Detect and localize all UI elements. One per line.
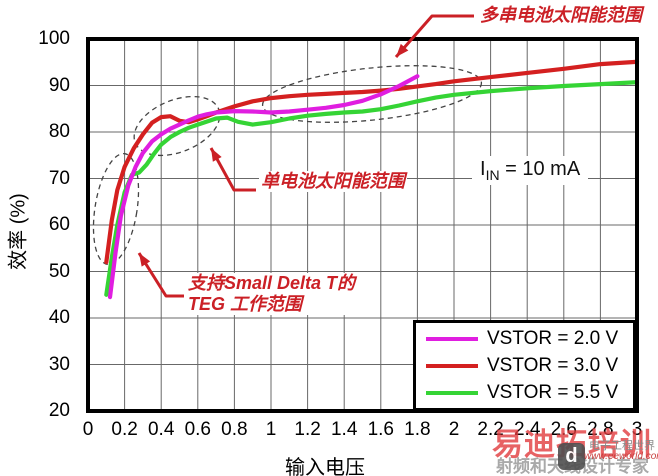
iin-symbol: I [480, 158, 486, 180]
legend-item: VSTOR = 5.5 V [416, 382, 633, 404]
y-tick-label: 30 [48, 353, 70, 375]
arrow-single-cell-head [211, 148, 222, 162]
annotation-single-cell-solar-range: 单电池太阳能范围 [259, 171, 407, 192]
x-tick-label: 0.6 [184, 419, 211, 440]
annotation-teg-operating-range: 支持Small Delta T的 TEG 工作范围 [186, 273, 358, 315]
legend-label: VSTOR = 3.0 V [487, 354, 619, 376]
y-tick-label: 60 [48, 214, 70, 235]
ellipse-single-cell-range [133, 95, 221, 157]
curve-2.0v [107, 74, 420, 300]
legend-item: VSTOR = 2.0 V [416, 328, 633, 350]
input-current-condition-label: IIN = 10 mA [472, 156, 589, 185]
x-tick-label: 3 [631, 419, 643, 440]
x-tick-label: 1.2 [294, 419, 321, 440]
x-tick-label: 1.6 [367, 419, 394, 440]
curve-5.5v [104, 80, 640, 297]
x-tick-label: 1.4 [330, 419, 358, 440]
y-tick-label: 40 [48, 307, 70, 328]
legend-item: VSTOR = 3.0 V [416, 355, 633, 377]
x-axis-title: 输入电压 [285, 457, 365, 476]
y-tick-label: 90 [48, 74, 70, 96]
legend-swatch [426, 336, 478, 341]
watermark-logo-text: 电子工程世界 [589, 440, 655, 452]
legend-label: VSTOR = 5.5 V [487, 381, 619, 403]
x-tick-label: 2.6 [550, 419, 577, 440]
arrow-single-cell-line [209, 147, 256, 192]
x-tick-label: 0.8 [221, 419, 248, 440]
plot-border [86, 37, 639, 413]
x-tick-label: 2.8 [587, 419, 614, 440]
y-tick-label: 20 [48, 400, 70, 421]
x-tick-label: 2.2 [477, 419, 504, 440]
legend-swatch [426, 363, 478, 368]
legend: VSTOR = 2.0 V VSTOR = 3.0 V VSTOR = 5.5 V [413, 320, 636, 411]
y-tick-label: 100 [38, 28, 70, 49]
arrow-multi-cell-line [394, 14, 474, 58]
x-tick-label: 2.4 [513, 419, 541, 440]
y-tick-label: 80 [48, 121, 70, 142]
x-tick-label: 2 [448, 419, 460, 440]
x-tick-label: 0.4 [147, 419, 175, 440]
eeworld-logo-icon: d [558, 443, 585, 470]
iin-value: = 10 mA [499, 158, 581, 180]
annotation-teg-line2: TEG 工作范围 [188, 294, 303, 314]
x-tick-label: 1.8 [404, 419, 431, 440]
annotation-teg-line1: 支持Small Delta T的 [188, 273, 356, 293]
watermark-url-text: www.eeworld.com.cn [584, 451, 658, 462]
iin-subscript: IN [485, 167, 500, 183]
ellipse-teg-range [92, 152, 140, 266]
arrow-teg-head [139, 253, 151, 267]
legend-swatch [426, 390, 478, 395]
curve-3.0v [104, 59, 640, 265]
ellipse-multi-cell-range [261, 65, 483, 123]
x-tick-label: 1 [265, 419, 277, 440]
x-tick-label: 0 [82, 419, 94, 440]
annotation-multi-cell-solar-range: 多串电池太阳能范围 [480, 5, 642, 25]
arrow-teg-line [137, 252, 184, 298]
arrow-multi-cell-head [396, 43, 409, 57]
legend-label: VSTOR = 2.0 V [487, 327, 619, 349]
y-tick-label: 70 [48, 167, 70, 189]
x-tick-label: 0.2 [111, 419, 138, 440]
y-tick-label: 50 [48, 260, 70, 282]
